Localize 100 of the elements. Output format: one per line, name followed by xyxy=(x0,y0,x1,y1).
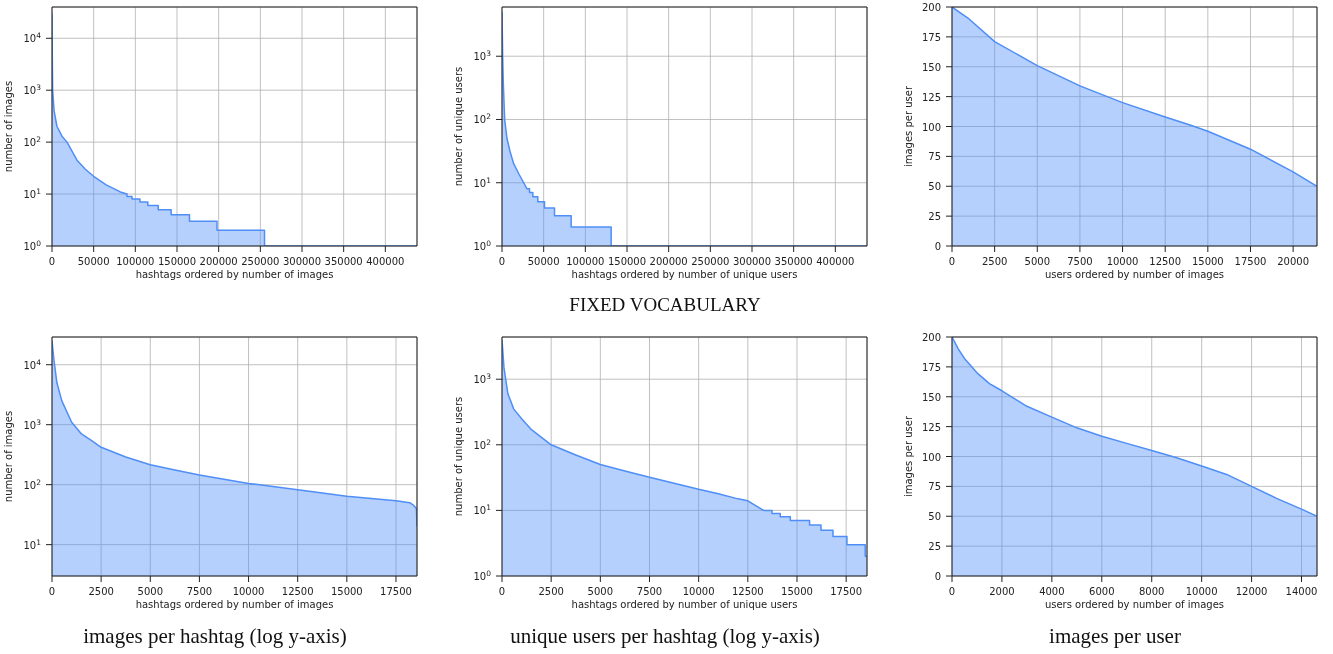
y-tick-label: 10$^{3}$ xyxy=(473,371,492,386)
x-tick-label: 0 xyxy=(948,586,956,597)
x-tick-label: 250000 xyxy=(241,256,280,267)
x-tick-label: 2500 xyxy=(88,586,114,597)
x-tick-label: 50000 xyxy=(77,256,110,267)
x-tick-label: 7500 xyxy=(636,586,663,597)
y-tick-label: 10$^{4}$ xyxy=(23,30,42,45)
x-tick-label: 10000 xyxy=(232,586,265,597)
y-tick-label: 100 xyxy=(921,121,941,133)
x-tick-label: 150000 xyxy=(157,256,197,267)
y-tick-label: 200 xyxy=(921,2,941,13)
y-tick-label: 175 xyxy=(921,31,941,43)
x-tick-label: 4000 xyxy=(1039,586,1065,597)
y-tick-label: 10$^{2}$ xyxy=(23,134,42,149)
text: unique users per hashtag (log y-axis) xyxy=(509,624,821,649)
x-tick-label: 100000 xyxy=(566,256,605,267)
x-axis-title: users ordered by number of images xyxy=(1044,599,1225,610)
y-axis-title: images per user xyxy=(902,415,914,498)
y-tick-label: 75 xyxy=(928,151,941,163)
text: FIXED VOCABULARY xyxy=(568,294,762,316)
x-tick-label: 15000 xyxy=(330,586,363,597)
x-tick-label: 0 xyxy=(948,256,956,267)
x-tick-label: 17500 xyxy=(830,586,863,597)
x-tick-label: 12500 xyxy=(1149,256,1182,267)
y-tick-label: 125 xyxy=(921,91,941,103)
x-tick-label: 0 xyxy=(48,256,56,267)
x-tick-label: 300000 xyxy=(282,256,322,267)
x-tick-label: 7500 xyxy=(186,586,213,597)
x-tick-label: 10000 xyxy=(682,586,715,597)
x-tick-label: 5000 xyxy=(587,586,614,597)
x-tick-label: 2500 xyxy=(981,256,1008,267)
x-tick-label: 15000 xyxy=(1191,256,1224,267)
text: images per hashtag (log y-axis) xyxy=(82,624,348,649)
x-tick-label: 20000 xyxy=(1277,256,1310,267)
x-tick-label: 0 xyxy=(498,586,506,597)
x-axis-title: hashtags ordered by number of unique users xyxy=(571,269,798,280)
x-tick-label: 200000 xyxy=(199,256,238,267)
x-tick-label: 5000 xyxy=(1024,256,1051,267)
y-tick-label: 10$^{1}$ xyxy=(473,502,492,517)
x-tick-label: 400000 xyxy=(816,256,855,267)
x-tick-label: 12500 xyxy=(731,586,764,597)
y-tick-label: 0 xyxy=(934,571,941,582)
x-tick-label: 100000 xyxy=(116,256,155,267)
x-axis-title: hashtags ordered by number of images xyxy=(135,599,334,610)
x-tick-label: 15000 xyxy=(781,586,813,597)
y-tick-label: 10$^{3}$ xyxy=(23,417,42,431)
y-tick-label: 10$^{2}$ xyxy=(23,477,42,491)
x-tick-label: 2500 xyxy=(538,586,564,597)
y-tick-label: 50 xyxy=(928,511,941,523)
x-tick-label: 200000 xyxy=(649,256,688,267)
x-tick-label: 7500 xyxy=(1067,256,1093,267)
x-tick-label: 12000 xyxy=(1235,586,1268,597)
x-tick-label: 10000 xyxy=(1106,256,1139,267)
x-tick-label: 50000 xyxy=(527,256,560,267)
y-axis-title: number of unique users xyxy=(452,66,464,187)
y-axis-title: number of images xyxy=(2,80,14,173)
y-tick-label: 10$^{3}$ xyxy=(23,82,42,97)
y-tick-label: 50 xyxy=(928,181,941,193)
y-tick-label: 10$^{1}$ xyxy=(23,186,42,201)
y-tick-label: 175 xyxy=(921,361,941,373)
y-tick-label: 10$^{0}$ xyxy=(473,568,492,582)
y-tick-label: 10$^{3}$ xyxy=(473,48,492,63)
y-tick-label: 125 xyxy=(921,421,941,433)
y-axis-title: number of images xyxy=(2,410,14,503)
y-tick-label: 100 xyxy=(921,451,941,463)
x-tick-label: 0 xyxy=(498,256,506,267)
y-tick-label: 200 xyxy=(921,332,941,343)
x-tick-label: 350000 xyxy=(774,256,813,267)
y-tick-label: 25 xyxy=(928,211,941,223)
y-tick-label: 10$^{0}$ xyxy=(473,238,492,252)
y-tick-label: 10$^{2}$ xyxy=(473,437,492,451)
x-tick-label: 400000 xyxy=(366,256,405,267)
text: images per user xyxy=(1048,624,1182,649)
x-tick-label: 350000 xyxy=(324,256,363,267)
y-axis-title: images per user xyxy=(902,85,914,168)
x-tick-label: 300000 xyxy=(732,256,772,267)
x-tick-label: 2000 xyxy=(989,586,1015,597)
y-tick-label: 10$^{1}$ xyxy=(473,175,492,189)
x-tick-label: 8000 xyxy=(1139,586,1165,597)
x-axis-title: users ordered by number of images xyxy=(1044,269,1225,280)
y-tick-label: 10$^{0}$ xyxy=(23,238,42,252)
x-tick-label: 17500 xyxy=(380,586,412,597)
y-tick-label: 150 xyxy=(921,61,941,73)
x-axis-title: hashtags ordered by number of unique users xyxy=(571,599,798,610)
x-tick-label: 250000 xyxy=(691,256,730,267)
x-tick-label: 150000 xyxy=(607,256,647,267)
y-tick-label: 25 xyxy=(928,541,941,553)
y-tick-label: 10$^{4}$ xyxy=(23,357,42,371)
y-tick-label: 10$^{2}$ xyxy=(473,111,492,126)
y-tick-label: 10$^{1}$ xyxy=(23,537,42,551)
y-tick-label: 0 xyxy=(934,241,941,252)
y-axis-title: number of unique users xyxy=(452,396,464,517)
x-axis-title: hashtags ordered by number of images xyxy=(135,269,334,280)
x-tick-label: 6000 xyxy=(1089,586,1115,597)
x-tick-label: 14000 xyxy=(1285,586,1318,597)
x-tick-label: 17500 xyxy=(1234,256,1267,267)
x-tick-label: 12500 xyxy=(281,586,314,597)
x-tick-label: 0 xyxy=(48,586,56,597)
y-tick-label: 150 xyxy=(921,391,941,403)
y-tick-label: 75 xyxy=(928,481,941,493)
